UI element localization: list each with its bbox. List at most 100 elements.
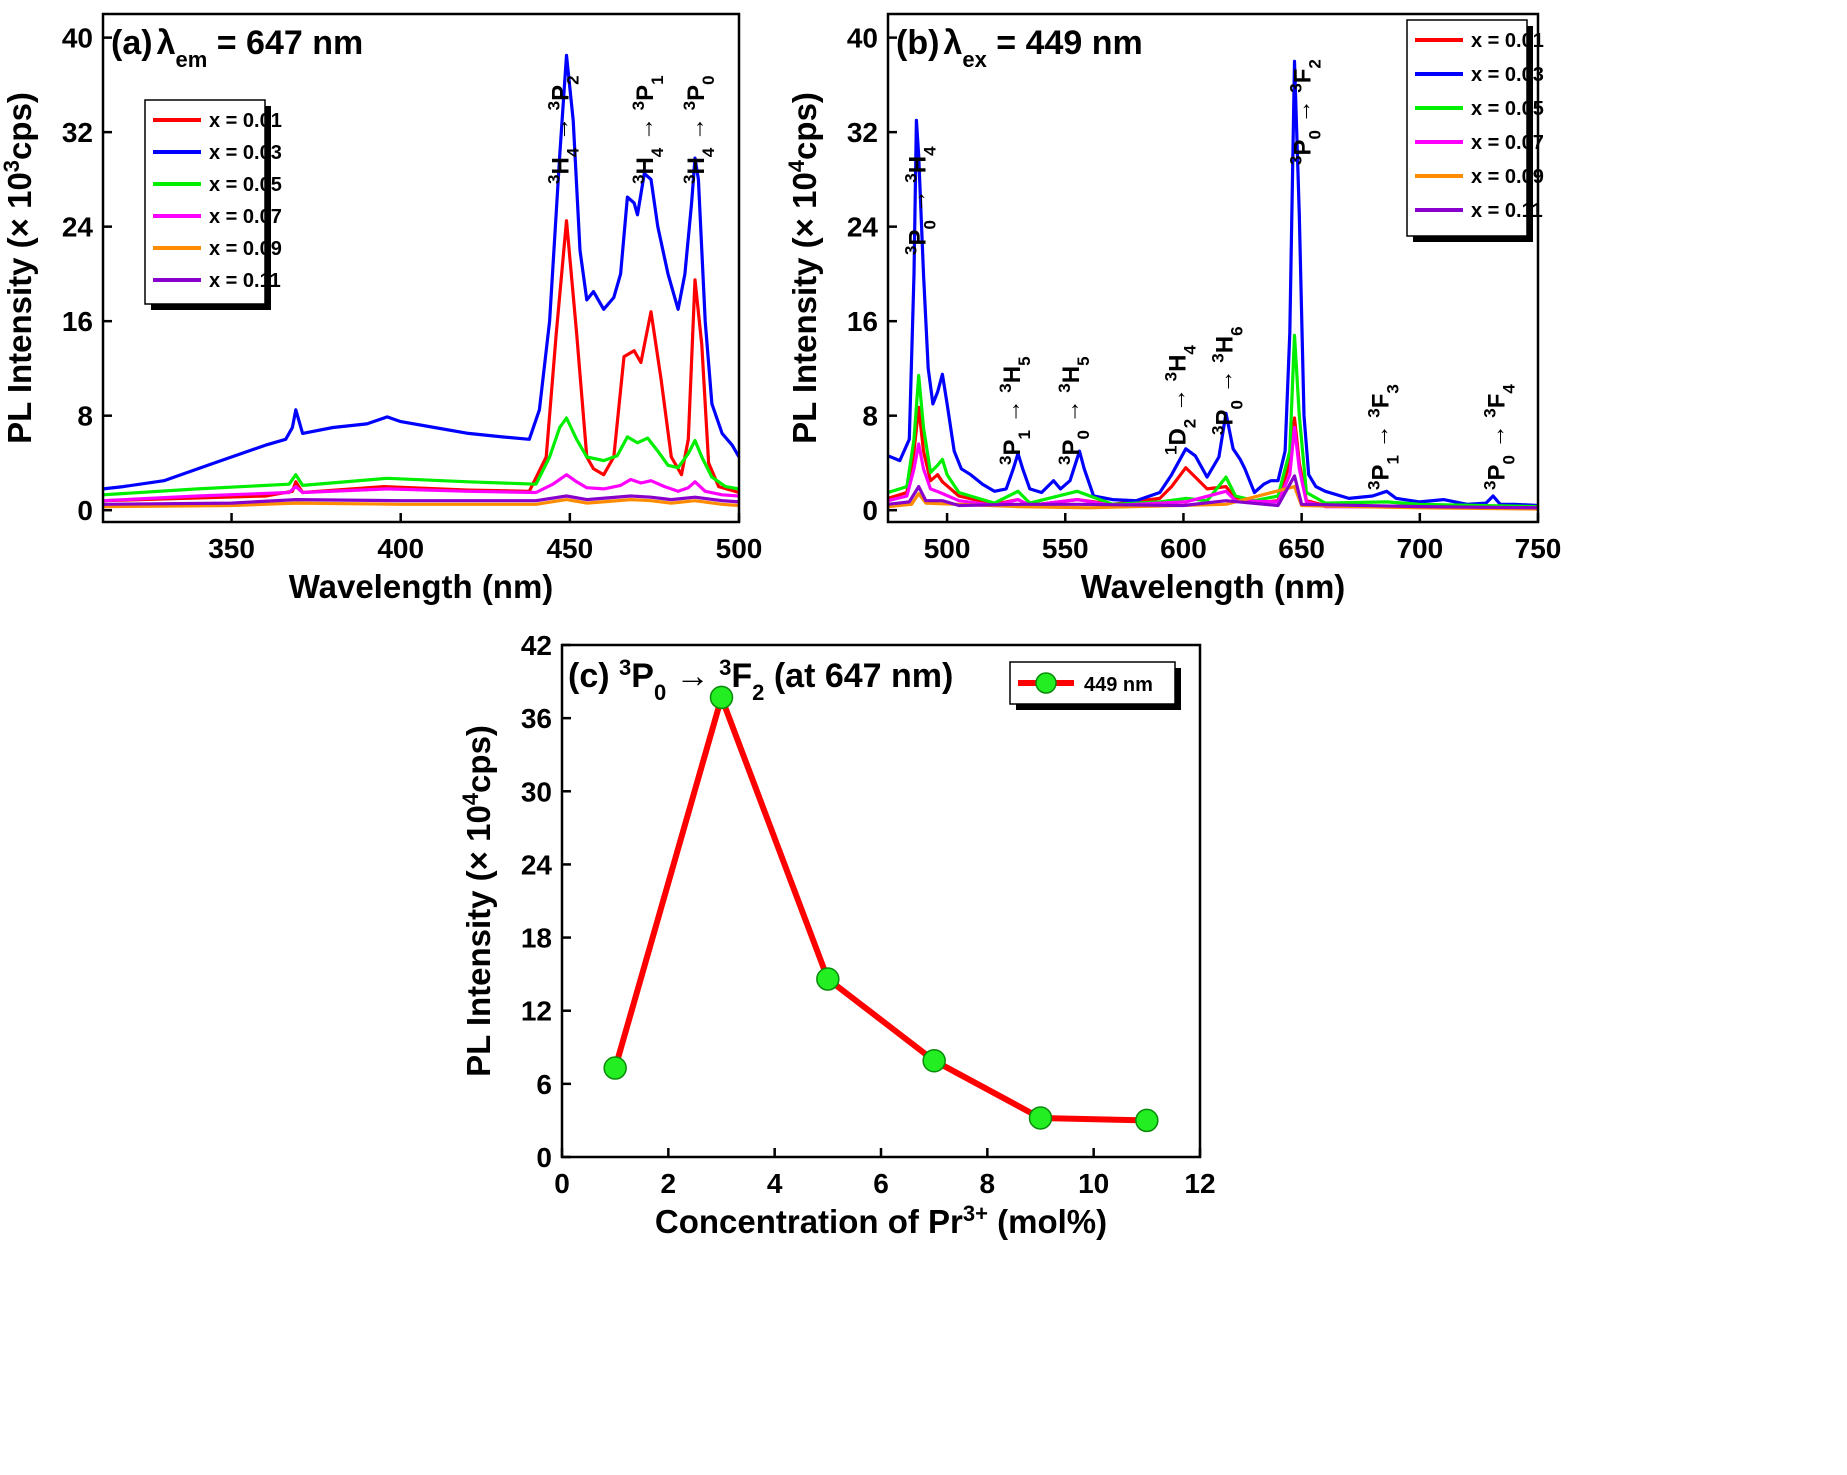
transition-arrow: → [547,110,574,147]
y-label-main: PL Intensity (× 10 [1,172,38,444]
c-data-point-4 [922,1048,946,1073]
a-x-axis-label: Wavelength (nm) [289,568,554,605]
b-transition-label-2: 3P1 → 3H5 [996,356,1034,465]
transition-sub: 0 [1074,430,1093,439]
a-legend-label-1: x = 0.01 [209,110,282,132]
c-x-tick-label: 2 [661,1168,677,1199]
panel-label: (c) [568,657,610,695]
c-data-point-1 [603,1056,627,1080]
b-legend-label-4: x = 0.07 [1471,132,1544,154]
title-sup: 3 [719,655,731,680]
b-series-line-2 [887,59,1539,508]
transition-sup: 3 [996,383,1015,392]
a-series-line-4 [102,473,740,503]
transition-sub: 6 [1227,326,1246,335]
transition-sup: 3 [679,175,698,184]
transition-state: P [683,85,710,101]
c-data-point-5 [1028,1106,1053,1130]
transition-sub: 4 [648,147,667,157]
transition-arrow: → [1368,418,1395,455]
b-x-tick-label: 750 [1515,533,1562,564]
title-lambda: λ [157,24,176,62]
transition-sup: 3 [679,101,698,110]
a-y-axis-label: PL Intensity (× 103cps) [0,92,38,444]
title-tail: (at 647 nm) [764,657,953,695]
c-y-tick-label: 18 [521,923,552,954]
c-x-tick-label: 0 [554,1168,570,1199]
transition-sup: 3 [901,246,920,255]
c-x-tick-label: 10 [1078,1168,1109,1199]
transition-sub: 1 [648,75,667,84]
b-transition-label-8: 3P0 → 3F4 [1480,384,1518,490]
transition-sub: 4 [698,147,717,157]
transition-sup: 3 [1055,456,1074,465]
y-label-end: cps) [460,725,497,793]
transition-sup: 3 [1208,353,1227,362]
c-legend-label: 449 nm [1084,674,1153,696]
transition-sub: 2 [1180,419,1199,428]
transition-sub: 4 [1180,345,1199,355]
a-y-tick-label: 0 [77,495,93,526]
transition-state: F [1290,69,1317,84]
transition-arrow: → [683,110,710,147]
transition-state: H [683,157,710,174]
a-legend-label-4: x = 0.07 [209,206,282,228]
transition-sup: 3 [1364,481,1383,490]
b-y-axis-label: PL Intensity (× 104cps) [784,92,824,444]
c-y-axis-label: PL Intensity (× 104cps) [458,725,498,1077]
x-label-main: Concentration of Pr [655,1203,963,1240]
transition-sub: 1 [1015,430,1034,439]
c-data-point-3 [816,967,840,991]
transition-state: H [1164,355,1191,372]
c-x-tick-label: 6 [873,1168,889,1199]
transition-sup: 3 [996,456,1015,465]
transition-sub: 0 [1499,455,1518,464]
transition-state: H [904,156,931,173]
transition-state: F [1368,394,1395,409]
transition-sub: 3 [1383,384,1402,393]
transition-state: H [1212,336,1239,353]
transition-sub: 0 [920,220,939,229]
c-y-tick-label: 6 [536,1069,552,1100]
transition-state: H [1058,366,1085,383]
transition-sup: 3 [1480,408,1499,417]
transition-arrow: → [1484,418,1511,455]
transition-sub: 1 [1383,455,1402,464]
b-x-tick-label: 650 [1278,533,1325,564]
b-legend-label-5: x = 0.09 [1471,166,1544,188]
transition-state: P [1368,465,1395,481]
transition-state: H [547,157,574,174]
transition-state: H [999,366,1026,383]
y-label-main: PL Intensity (× 10 [786,172,823,444]
b-plot-frame [886,12,1540,524]
c-y-tick-label: 30 [521,776,552,807]
transition-sup: 3 [1286,83,1305,92]
transition-arrow: → [632,110,659,147]
transition-arrow: → [1164,381,1191,418]
transition-sup: 3 [1208,426,1227,435]
b-x-tick-label: 500 [924,533,971,564]
transition-arrow: → [999,393,1026,430]
transition-sup: 3 [1055,383,1074,392]
a-transition-label-3: 3H4 → 3P0 [679,75,717,184]
transition-arrow: → [904,183,931,220]
a-transition-label-1: 3H4 → 3P2 [544,75,582,184]
transition-sup: 3 [629,175,648,184]
a-series-line-1 [102,219,740,503]
b-legend-label-2: x = 0.03 [1471,64,1544,86]
a-y-tick-label: 16 [62,306,93,337]
title-subscript: ex [962,47,987,72]
c-plot-frame [560,643,1202,1159]
b-transition-label-6: 3P0 → 3F2 [1286,59,1324,165]
a-x-tick-label: 400 [377,533,424,564]
a-y-tick-label: 8 [77,401,93,432]
c-y-tick-label: 12 [521,996,552,1027]
c-x-axis-label: Concentration of Pr3+ (mol%) [655,1201,1107,1241]
b-transition-label-5: 3P0 → 3H6 [1208,326,1246,435]
transition-sup: 3 [1161,372,1180,381]
b-legend-box [1406,19,1528,237]
title-suffix: = 449 nm [987,24,1143,62]
a-y-tick-label: 32 [62,117,93,148]
